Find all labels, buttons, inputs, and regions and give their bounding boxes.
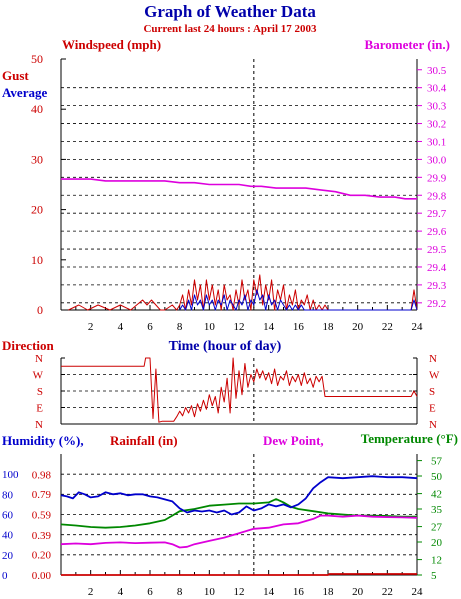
gust-line — [68, 274, 418, 311]
wind-tick-label: 20 — [31, 203, 43, 217]
baro-tick-label: 30.5 — [427, 65, 447, 77]
legend-gust: Gust — [2, 68, 29, 83]
x-tick-label: 2 — [88, 321, 94, 333]
x-tick-label: 24 — [412, 321, 424, 333]
page-subtitle: Current last 24 hours : April 17 2003 — [143, 23, 317, 35]
rain-axis-label: Rainfall (in) — [110, 433, 178, 448]
x-tick-label: 16 — [293, 321, 305, 333]
x-tick-label: 20 — [352, 586, 364, 598]
direction-tick-label: E — [429, 403, 436, 415]
baro-tick-label: 29.9 — [427, 172, 447, 184]
rain-tick-label: 0.39 — [32, 530, 52, 542]
baro-tick-label: 30.0 — [427, 154, 447, 166]
x-tick-label: 22 — [382, 321, 393, 333]
humidity-line — [60, 475, 418, 516]
humidity-tick-label: 40 — [2, 530, 14, 542]
baro-tick-label: 29.7 — [427, 208, 447, 220]
x-tick-label: 8 — [177, 321, 183, 333]
x-tick-label: 14 — [263, 321, 275, 333]
rain-tick-label: 0.00 — [32, 570, 52, 582]
x-tick-label: 10 — [204, 321, 216, 333]
baro-axis-label: Barometer (in.) — [365, 37, 450, 52]
temp-tick-label: 35 — [431, 504, 443, 516]
direction-tick-label: S — [429, 386, 435, 398]
dew-axis-label: Dew Point, — [263, 433, 324, 448]
x-tick-label: 20 — [352, 321, 364, 333]
humidity-tick-label: 0 — [2, 570, 8, 582]
rain-tick-label: 0.98 — [32, 470, 52, 482]
baro-tick-label: 29.6 — [427, 226, 447, 238]
temp-tick-label: 5 — [431, 570, 437, 582]
baro-tick-label: 30.3 — [427, 101, 447, 113]
x-tick-label: 12 — [234, 586, 245, 598]
x-tick-label: 4 — [118, 321, 124, 333]
temp-tick-label: 12 — [431, 555, 442, 567]
rainfall-line — [61, 573, 417, 576]
humidity-tick-label: 80 — [2, 489, 14, 501]
direction-tick-label: W — [33, 370, 44, 382]
page-title: Graph of Weather Data — [144, 2, 316, 21]
temp-tick-label: 57 — [431, 456, 443, 468]
wind-tick-label: 30 — [31, 152, 43, 166]
x-tick-label: 8 — [177, 586, 183, 598]
x-tick-label: 18 — [323, 586, 335, 598]
direction-tick-label: N — [35, 353, 43, 365]
temp-tick-label: 27 — [431, 522, 443, 534]
dewpoint-line — [60, 514, 418, 549]
temp-axis-label: Temperature (°F) — [361, 431, 458, 446]
direction-tick-label: W — [429, 370, 440, 382]
x-tick-label: 12 — [234, 321, 245, 333]
wind-tick-label: 40 — [31, 102, 43, 116]
temperature-line — [60, 498, 417, 529]
baro-tick-label: 29.4 — [427, 262, 447, 274]
baro-tick-label: 30.2 — [427, 119, 446, 131]
wind-axis-label: Windspeed (mph) — [62, 37, 161, 52]
legend-average: Average — [2, 85, 47, 100]
rain-tick-label: 0.20 — [32, 549, 52, 561]
average-line — [179, 289, 418, 311]
x-tick-label: 2 — [88, 586, 94, 598]
direction-line — [61, 357, 418, 423]
x-tick-label: 10 — [204, 586, 216, 598]
x-tick-label: 24 — [412, 586, 424, 598]
direction-tick-label: N — [429, 419, 437, 431]
x-tick-label: 16 — [293, 586, 305, 598]
humidity-tick-label: 100 — [2, 469, 19, 481]
temp-tick-label: 20 — [431, 537, 443, 549]
direction-tick-label: E — [36, 403, 43, 415]
baro-tick-label: 29.2 — [427, 298, 446, 310]
x-tick-label: 14 — [263, 586, 275, 598]
x-tick-label: 6 — [147, 321, 153, 333]
wind-tick-label: 50 — [31, 52, 43, 66]
x-tick-label: 22 — [382, 586, 393, 598]
x-tick-label: 4 — [118, 586, 124, 598]
temp-tick-label: 50 — [431, 471, 443, 483]
baro-tick-label: 30.1 — [427, 136, 446, 148]
rain-tick-label: 0.79 — [32, 489, 52, 501]
baro-tick-label: 29.5 — [427, 244, 447, 256]
baro-tick-label: 30.4 — [427, 83, 447, 95]
direction-tick-label: S — [37, 386, 43, 398]
humidity-tick-label: 20 — [2, 550, 14, 562]
x-axis-title: Time (hour of day) — [169, 339, 282, 354]
humidity-tick-label: 60 — [2, 510, 14, 522]
baro-tick-label: 29.3 — [427, 280, 447, 292]
direction-tick-label: N — [429, 353, 437, 365]
barometer-line — [61, 178, 417, 200]
baro-tick-label: 29.8 — [427, 190, 447, 202]
wind-tick-label: 10 — [31, 253, 43, 267]
direction-axis-label: Direction — [2, 338, 55, 353]
direction-tick-label: N — [35, 419, 43, 431]
wind-tick-label: 0 — [37, 303, 43, 317]
x-tick-label: 18 — [323, 321, 335, 333]
temp-tick-label: 42 — [431, 489, 442, 501]
x-tick-label: 6 — [147, 586, 153, 598]
rain-tick-label: 0.59 — [32, 510, 52, 522]
humidity-axis-label: Humidity (%), — [2, 433, 84, 448]
